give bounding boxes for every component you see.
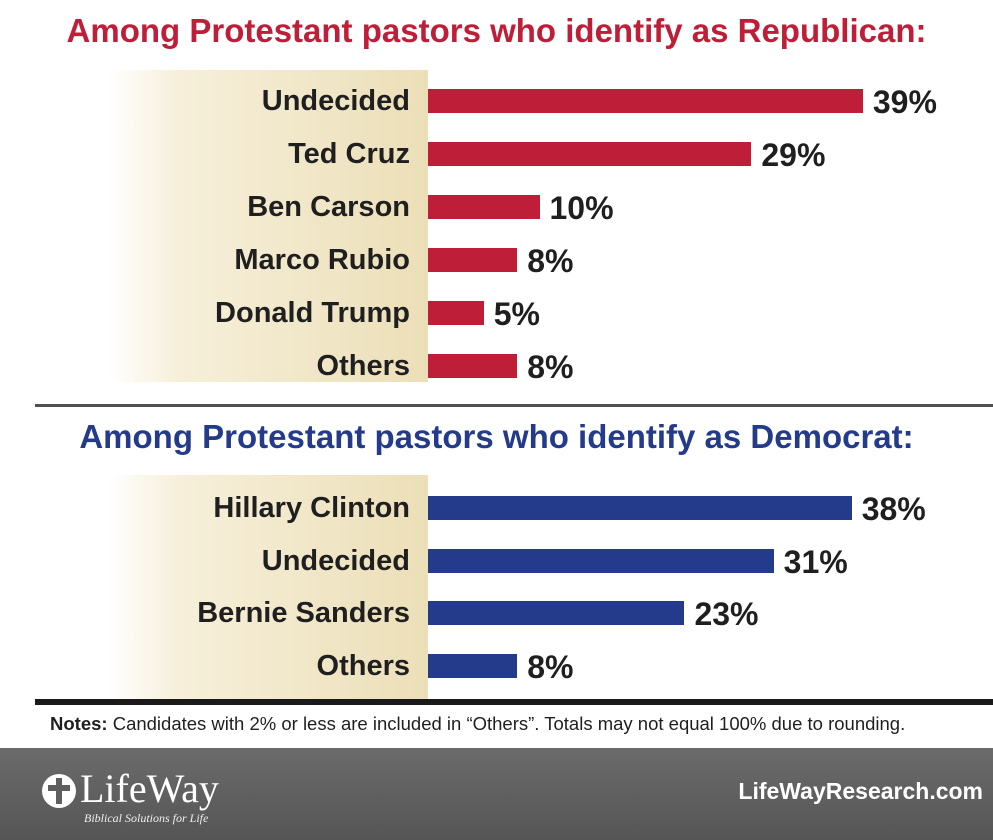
republican-bar (428, 248, 518, 272)
lifeway-logo[interactable]: LifeWay Biblical Solutions for Life (40, 766, 280, 826)
republican-value-label: 29% (761, 137, 826, 173)
republican-value-label: 8% (527, 243, 574, 279)
republican-chart-title: Among Protestant pastors who identify as… (66, 12, 927, 49)
democrat-label-band (108, 475, 428, 700)
democrat-value-label: 31% (783, 543, 848, 580)
section-divider (35, 404, 993, 407)
democrat-bar (428, 496, 852, 520)
democrat-category-label: Bernie Sanders (197, 597, 410, 629)
republican-category-label: Donald Trump (215, 297, 410, 329)
notes-text: Candidates with 2% or less are included … (107, 713, 906, 734)
democrat-bar (428, 601, 685, 625)
republican-label-band (108, 70, 428, 382)
republican-bar (428, 142, 752, 166)
republican-category-label: Others (316, 350, 410, 382)
republican-value-label: 8% (527, 349, 574, 385)
democrat-value-label: 23% (694, 596, 759, 632)
republican-category-label: Marco Rubio (234, 244, 410, 276)
democrat-value-label: 8% (527, 648, 574, 685)
republican-bar (428, 195, 540, 219)
democrat-category-label: Hillary Clinton (213, 492, 410, 524)
notes: Notes: Candidates with 2% or less are in… (50, 713, 905, 735)
republican-category-label: Undecided (261, 85, 410, 117)
notes-label: Notes: (50, 713, 108, 734)
republican-value-label: 10% (549, 190, 614, 226)
lifeway-cross-icon (42, 774, 76, 808)
democrat-bar (428, 548, 774, 573)
democrat-chart-title: Among Protestant pastors who identify as… (79, 418, 914, 455)
logo-wordmark: LifeWay (80, 766, 219, 811)
democrat-category-label: Others (316, 649, 410, 682)
republican-bar (428, 89, 863, 113)
democrat-bar (428, 653, 518, 678)
website-link[interactable]: LifeWayResearch.com (738, 778, 983, 804)
republican-category-label: Ted Cruz (288, 138, 410, 170)
democrat-category-label: Undecided (261, 544, 410, 577)
republican-value-label: 39% (872, 84, 937, 120)
republican-bar (428, 354, 518, 378)
republican-category-label: Ben Carson (247, 191, 410, 223)
logo-tagline: Biblical Solutions for Life (84, 811, 209, 825)
republican-bar (428, 301, 484, 325)
republican-value-label: 5% (493, 296, 540, 332)
bottom-divider (35, 699, 993, 705)
footer: LifeWay Biblical Solutions for Life Life… (0, 748, 993, 840)
democrat-value-label: 38% (861, 491, 926, 527)
